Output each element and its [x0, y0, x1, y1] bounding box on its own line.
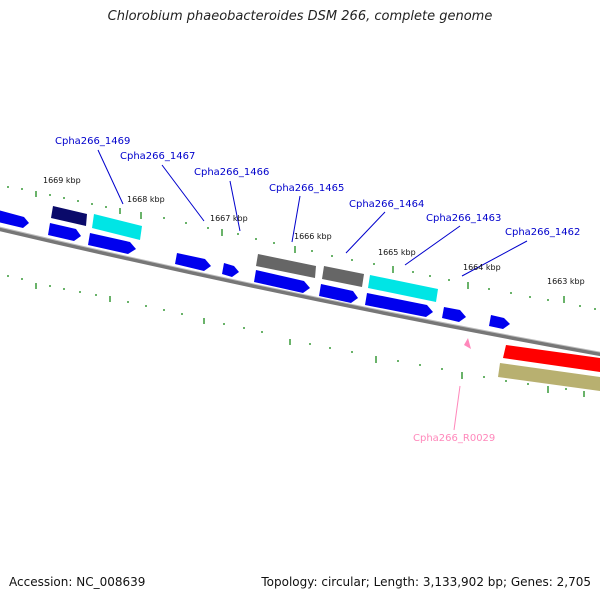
map-title: Chlorobium phaeobacteroides DSM 266, com…	[107, 9, 493, 24]
outer-tick-ring	[7, 186, 596, 310]
gene-arrow[interactable]	[0, 210, 29, 228]
accession-text: Accession: NC_008639	[9, 575, 146, 589]
gene-arrow[interactable]	[489, 315, 510, 329]
gene-label[interactable]: Cpha266_1463	[426, 213, 501, 224]
kbp-label: 1666 kbp	[294, 232, 332, 241]
kbp-label: 1664 kbp	[463, 263, 501, 272]
rna-leader-line	[453, 385, 461, 431]
gene-arrow[interactable]	[365, 293, 433, 317]
gene-arrow[interactable]	[51, 206, 87, 226]
rna-feature[interactable]	[464, 338, 471, 349]
gene-arrow[interactable]	[92, 214, 142, 240]
gene-label[interactable]: Cpha266_1469	[55, 136, 130, 147]
gene-label[interactable]: Cpha266_1464	[349, 199, 424, 210]
gene-arrow[interactable]	[503, 345, 600, 372]
gene-arrow[interactable]	[175, 253, 211, 271]
gene-label[interactable]: Cpha266_1467	[120, 151, 195, 162]
gene-arrow[interactable]	[319, 284, 358, 303]
reverse-strand-genes	[48, 223, 510, 349]
gene-label[interactable]: Cpha266_1466	[194, 167, 269, 178]
inner-tick-ring	[7, 275, 585, 397]
gene-arrow[interactable]	[442, 307, 466, 322]
genome-summary-text: Topology: circular; Length: 3,133,902 bp…	[261, 575, 591, 589]
leader-lines	[97, 149, 528, 277]
gene-arrow[interactable]	[254, 270, 310, 293]
kbp-label: 1669 kbp	[43, 176, 81, 185]
gene-arrow[interactable]	[368, 275, 438, 302]
kbp-labels: 1669 kbp 1668 kbp 1667 kbp 1666 kbp 1665…	[43, 176, 585, 286]
gene-label[interactable]: Cpha266_1465	[269, 183, 344, 194]
kbp-label: 1667 kbp	[210, 214, 248, 223]
gene-arrow[interactable]	[88, 233, 136, 254]
rna-label[interactable]: Cpha266_R0029	[413, 433, 495, 444]
kbp-label: 1665 kbp	[378, 248, 416, 257]
gene-arrow[interactable]	[256, 254, 316, 278]
gene-arrow[interactable]	[322, 266, 364, 287]
gene-label[interactable]: Cpha266_1462	[505, 227, 580, 238]
genome-backbone	[0, 226, 600, 357]
forward-strand-genes	[0, 206, 600, 391]
kbp-label: 1668 kbp	[127, 195, 165, 204]
gene-labels: Cpha266_1469 Cpha266_1467 Cpha266_1466 C…	[55, 136, 580, 238]
gene-arrow[interactable]	[222, 263, 239, 277]
gene-arrow[interactable]	[498, 363, 600, 391]
kbp-label: 1663 kbp	[547, 277, 585, 286]
gene-arrow[interactable]	[48, 223, 81, 241]
